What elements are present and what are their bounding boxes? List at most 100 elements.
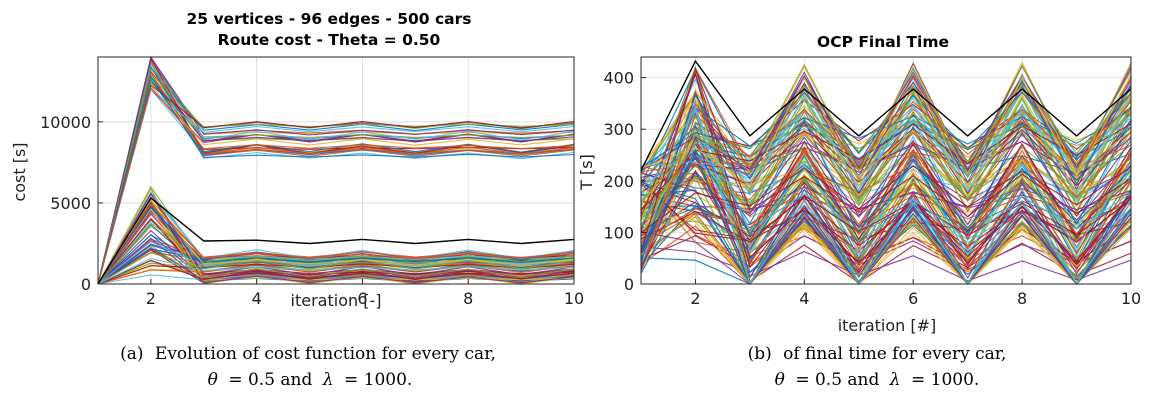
chart-b-title: OCP Final Time <box>817 33 949 51</box>
caption-b-letter: (b) <box>748 344 772 364</box>
chart-b-car-series <box>640 63 1132 203</box>
chart-a-car-series <box>97 84 575 285</box>
caption-a-letter: (a) <box>120 344 143 364</box>
svg-text:θ = 0.5 and λ: θ = 0.5 and λ = 1000. <box>775 370 980 390</box>
chart-b-car-series <box>640 67 1132 253</box>
chart-a-xtick-label: 4 <box>252 289 262 308</box>
chart-a-axes-box <box>97 56 575 285</box>
chart-a-car-series <box>97 222 575 285</box>
chart-b-ytick-label: 300 <box>603 120 634 139</box>
chart-b-car-series <box>640 90 1132 213</box>
chart-b-xtick-label: 6 <box>908 289 918 308</box>
chart-a-car-series <box>97 199 575 285</box>
chart-b-car-series <box>640 131 1132 202</box>
chart-b-xtick-label: 8 <box>1017 289 1027 308</box>
caption-a-lambda: λ <box>322 370 334 390</box>
chart-a-title-line1: 25 vertices - 96 edges - 500 cars <box>186 10 471 28</box>
chart-b-car-series <box>640 135 1132 286</box>
chart-a-axes: 2 4 6 8 10 0 5000 10000 <box>40 56 584 308</box>
chart-a-xtick-label: 10 <box>564 289 584 308</box>
caption-b-text: of final time for every car, <box>783 344 1006 364</box>
svg-text:(b) of final time for ev: (b) of final time for every car, <box>748 344 1007 364</box>
chart-a-car-series <box>97 252 575 285</box>
svg-text:θ = 0.5 and λ: θ = 0.5 and λ = 1000. <box>208 370 413 390</box>
caption-a-eq2: = 1000. <box>344 370 412 390</box>
chart-a-xtick-label: 8 <box>463 289 473 308</box>
chart-a-car-series <box>97 205 575 285</box>
chart-a-car-series <box>97 192 575 285</box>
caption-a-eq1: = 0.5 and <box>228 370 312 390</box>
chart-b-car-series <box>640 100 1132 270</box>
chart-a-car-series <box>97 233 575 285</box>
chart-b-car-series <box>640 179 1132 253</box>
svg-text:(a) Evolution of cost fu: (a) Evolution of cost function for every… <box>120 344 496 364</box>
caption-b-eq2: = 1000. <box>911 370 979 390</box>
caption-b-eq1: = 0.5 and <box>795 370 879 390</box>
chart-b-car-series <box>640 103 1132 218</box>
chart-a-ytick-label: 0 <box>81 275 91 294</box>
chart-a-ylabel: cost [s] <box>10 142 29 201</box>
chart-a-car-series <box>97 257 575 285</box>
caption-a: (a) Evolution of cost function for every… <box>120 344 496 390</box>
chart-a-highlight-series <box>97 197 575 285</box>
chart-b-xlabel: iteration [#] <box>838 316 937 335</box>
chart-a-car-series <box>97 55 575 285</box>
chart-b-car-series <box>640 106 1132 286</box>
caption-b-theta: θ <box>775 370 785 390</box>
chart-a-car-series <box>97 191 575 285</box>
chart-a-xlabel: iteration [-] <box>291 291 382 310</box>
chart-b-car-series <box>640 101 1132 235</box>
chart-a-car-series <box>97 260 575 285</box>
chart-b-car-series <box>640 165 1132 233</box>
chart-b-car-series <box>640 156 1132 282</box>
chart-b-car-series <box>640 73 1132 190</box>
chart-b-axes-box <box>640 56 1132 285</box>
chart-b-ylabel: T [s] <box>577 154 596 191</box>
chart-a-car-series <box>97 259 575 285</box>
chart-b-series <box>640 59 1132 286</box>
chart-b-ytick-label: 100 <box>603 223 634 242</box>
chart-a-car-series <box>97 217 575 285</box>
chart-a-car-series <box>97 241 575 285</box>
chart-a-series <box>97 55 575 285</box>
chart-b-car-series <box>640 149 1132 254</box>
chart-cost: 25 vertices - 96 edges - 500 cars Route … <box>10 10 584 310</box>
chart-a-ytick-label: 5000 <box>50 194 91 213</box>
chart-a-car-series <box>97 194 575 285</box>
chart-a-car-series <box>97 72 575 285</box>
chart-b-car-series <box>640 123 1132 212</box>
chart-a-car-series <box>97 86 575 285</box>
chart-b-ytick-label: 0 <box>624 275 634 294</box>
chart-b-car-series <box>640 93 1132 196</box>
chart-b-car-series <box>640 131 1132 226</box>
chart-b-ytick-label: 200 <box>603 172 634 191</box>
chart-b-ytick-label: 400 <box>603 69 634 88</box>
chart-a-car-series <box>97 84 575 285</box>
chart-b-car-series <box>640 178 1132 262</box>
chart-a-ytick-label: 10000 <box>40 113 91 132</box>
chart-b-car-series <box>640 119 1132 226</box>
chart-a-car-series <box>97 203 575 285</box>
caption-a-text: Evolution of cost function for every car… <box>155 344 496 364</box>
chart-b-car-series <box>640 129 1132 234</box>
chart-a-car-series <box>97 65 575 285</box>
caption-b-lambda: λ <box>889 370 901 390</box>
chart-b-car-series <box>640 195 1132 244</box>
chart-a-car-series <box>97 88 575 285</box>
chart-a-car-series <box>97 74 575 285</box>
chart-a-xtick-label: 2 <box>146 289 156 308</box>
caption-b: (b) of final time for every car, θ = 0.5… <box>748 344 1007 390</box>
chart-a-car-series <box>97 62 575 285</box>
chart-b-car-series <box>640 213 1132 285</box>
chart-b-xtick-label: 4 <box>799 289 809 308</box>
chart-b-car-series <box>640 109 1132 249</box>
chart-b-xtick-label: 10 <box>1121 289 1141 308</box>
chart-a-xtick-label: 6 <box>357 289 367 308</box>
chart-b-xtick-label: 2 <box>690 289 700 308</box>
chart-a-car-series <box>97 57 575 285</box>
chart-a-title-line2: Route cost - Theta = 0.50 <box>218 31 441 49</box>
caption-a-theta: θ <box>208 370 218 390</box>
